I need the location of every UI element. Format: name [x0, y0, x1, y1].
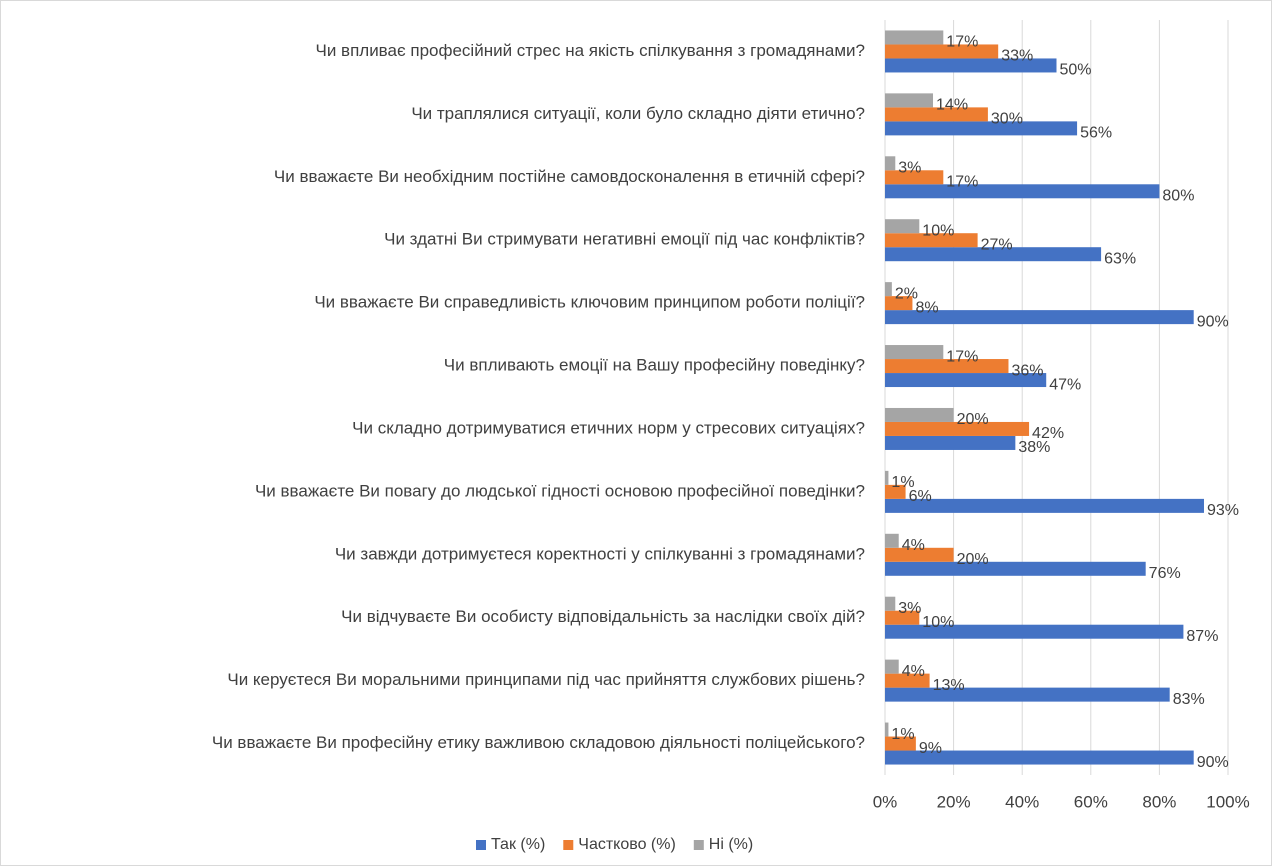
value-label: 9%	[919, 740, 942, 757]
legend-swatch	[563, 840, 574, 850]
x-tick-label: 80%	[1142, 792, 1176, 811]
bar	[885, 30, 944, 45]
value-label: 47%	[1049, 376, 1081, 393]
x-tick-label: 0%	[873, 792, 898, 811]
value-label: 83%	[1173, 691, 1205, 708]
bar	[885, 233, 978, 248]
category-label: Чи вважаєте Ви необхідним постійне самов…	[274, 167, 865, 186]
x-tick-label: 20%	[937, 792, 971, 811]
bar	[885, 533, 899, 548]
bar	[885, 58, 1057, 73]
value-label: 38%	[1018, 439, 1050, 456]
value-label: 80%	[1162, 188, 1194, 205]
bar	[885, 659, 899, 674]
bar	[885, 470, 889, 485]
category-label: Чи траплялися ситуації, коли було складн…	[411, 104, 865, 123]
legend-swatch	[476, 840, 486, 850]
value-label: 20%	[957, 411, 989, 428]
bar	[885, 156, 896, 171]
value-label: 3%	[898, 160, 921, 177]
bar	[885, 170, 944, 185]
bar	[885, 359, 1009, 374]
value-label: 30%	[991, 111, 1023, 128]
bar	[885, 121, 1078, 136]
bar	[885, 107, 988, 122]
category-label: Чи завжди дотримуєтеся коректності у спі…	[335, 544, 865, 563]
value-label: 8%	[915, 299, 938, 316]
legend-label: Ні (%)	[709, 836, 753, 853]
bar	[885, 93, 934, 108]
value-label: 20%	[957, 551, 989, 568]
bar	[885, 596, 896, 611]
bar	[885, 310, 1194, 325]
bar	[885, 547, 954, 562]
bar	[885, 673, 930, 688]
value-label: 42%	[1032, 425, 1064, 442]
bar	[885, 687, 1170, 702]
value-label: 87%	[1186, 628, 1218, 645]
category-label: Чи вважаєте Ви повагу до людської гіднос…	[255, 481, 865, 500]
value-label: 10%	[922, 614, 954, 631]
value-label: 10%	[922, 222, 954, 239]
bar	[885, 421, 1030, 436]
value-label: 2%	[895, 285, 918, 302]
value-label: 4%	[902, 537, 925, 554]
value-label: 17%	[946, 348, 978, 365]
value-label: 4%	[902, 663, 925, 680]
category-label: Чи вважаєте Ви справедливість ключовим п…	[314, 293, 865, 312]
legend-label: Так (%)	[491, 836, 545, 853]
x-tick-label: 60%	[1074, 792, 1108, 811]
bar	[885, 484, 906, 499]
value-label: 1%	[891, 726, 914, 743]
bar	[885, 247, 1102, 262]
value-label: 93%	[1207, 502, 1239, 519]
value-label: 1%	[891, 474, 914, 491]
category-label: Чи здатні Ви стримувати негативні емоції…	[384, 230, 865, 249]
bar	[885, 282, 892, 297]
value-label: 33%	[1001, 48, 1033, 65]
bar	[885, 624, 1184, 639]
value-label: 13%	[933, 677, 965, 694]
bar	[885, 184, 1160, 199]
category-label: Чи керуєтеся Ви моральними принципами пі…	[227, 670, 865, 689]
category-label: Чи вважаєте Ви професійну етику важливою…	[212, 733, 865, 752]
bar	[885, 561, 1146, 576]
value-label: 17%	[946, 34, 978, 51]
value-label: 17%	[946, 174, 978, 191]
value-label: 36%	[1011, 362, 1043, 379]
value-label: 6%	[909, 488, 932, 505]
bar	[885, 296, 913, 311]
category-label: Чи впливає професійний стрес на якість с…	[315, 41, 865, 60]
bar	[885, 435, 1016, 450]
value-label: 63%	[1104, 250, 1136, 267]
value-label: 27%	[981, 236, 1013, 253]
bar	[885, 610, 920, 625]
bar	[885, 345, 944, 360]
category-label: Чи відчуваєте Ви особисту відповідальніс…	[341, 607, 865, 626]
bar	[885, 736, 916, 751]
bar	[885, 750, 1194, 765]
category-label: Чи складно дотримуватися етичних норм у …	[352, 418, 865, 437]
value-label: 90%	[1197, 313, 1229, 330]
value-label: 50%	[1060, 62, 1092, 79]
x-tick-label: 100%	[1206, 792, 1249, 811]
value-label: 14%	[936, 97, 968, 114]
category-label: Чи впливають емоції на Вашу професійну п…	[444, 356, 865, 375]
value-label: 56%	[1080, 125, 1112, 142]
x-tick-label: 40%	[1005, 792, 1039, 811]
bar	[885, 498, 1204, 513]
bar	[885, 219, 920, 234]
bar	[885, 722, 889, 737]
bar	[885, 407, 954, 422]
value-label: 3%	[898, 600, 921, 617]
value-label: 90%	[1197, 754, 1229, 771]
legend-label: Частково (%)	[578, 836, 676, 853]
bar	[885, 373, 1047, 388]
legend-swatch	[693, 840, 704, 850]
value-label: 76%	[1149, 565, 1181, 582]
bar	[885, 44, 999, 59]
